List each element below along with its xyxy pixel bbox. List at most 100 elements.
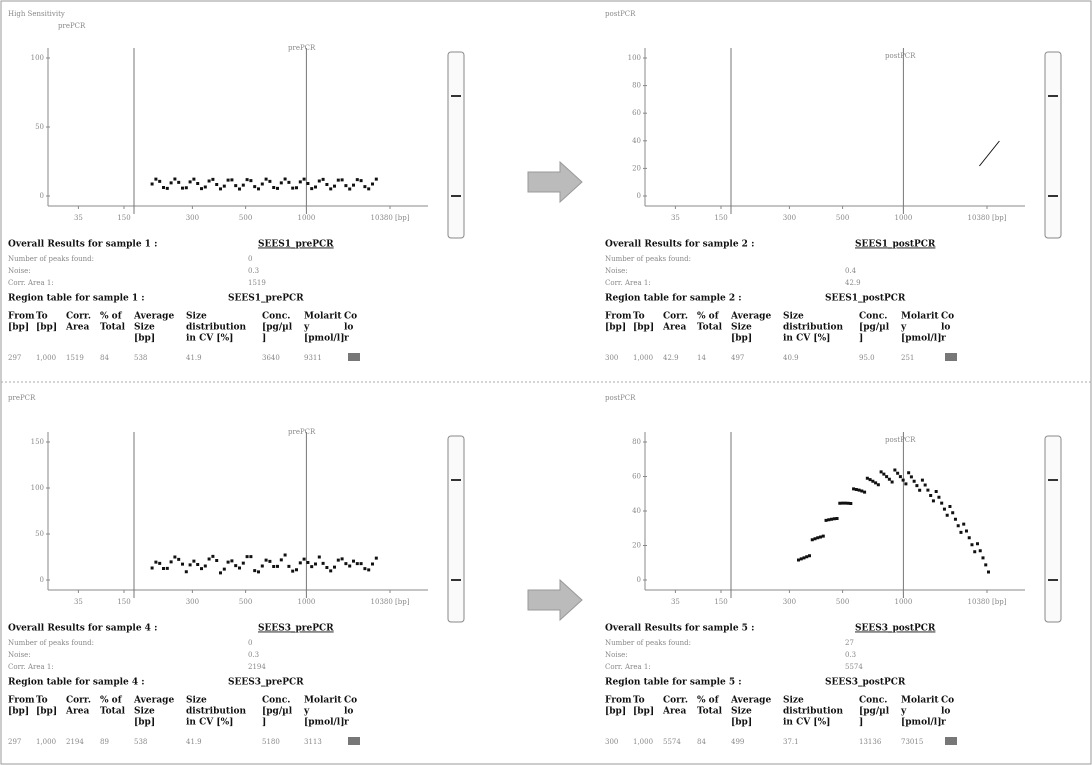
- y-tick-label: 40: [632, 507, 641, 515]
- overall-cell: 0.3: [845, 651, 856, 659]
- table-cell: 89: [100, 738, 109, 746]
- table-header: y: [900, 323, 907, 333]
- y-tick-label: 0: [637, 576, 641, 584]
- table-header: % of: [697, 312, 720, 322]
- table-header: [pg/µl: [262, 323, 293, 333]
- y-tick-label: 80: [632, 82, 641, 90]
- overall-cell: 5574: [845, 663, 863, 671]
- overall-cell: Number of peaks found:: [605, 639, 691, 647]
- x-tick-label: 35: [671, 598, 680, 606]
- region-title: Region table for sample 2 :: [605, 294, 742, 304]
- table-header: Corr.: [66, 312, 91, 322]
- table-header: Corr.: [663, 696, 688, 706]
- x-tick-label: 1000: [894, 598, 912, 606]
- y-tick-label: 40: [632, 137, 641, 145]
- table-header: Size: [134, 323, 155, 333]
- table-header: [bp]: [731, 334, 752, 344]
- table-header: Area: [662, 707, 686, 717]
- table-cell: 300: [605, 354, 618, 362]
- table-header: r: [941, 334, 946, 344]
- x-tick-label: 35: [671, 214, 680, 222]
- table-header: Size: [186, 696, 207, 706]
- table-header: Size: [731, 707, 752, 717]
- table-cell: 297: [8, 738, 21, 746]
- y-tick-label: 60: [632, 109, 641, 117]
- table-header: in CV [%]: [783, 334, 830, 344]
- table-cell: 1,000: [36, 738, 56, 746]
- y-tick-label: 100: [628, 54, 641, 62]
- overall-title: Overall Results for sample 1 :: [8, 240, 157, 250]
- region-sample: SEES1_postPCR: [825, 294, 906, 304]
- table-header: [bp]: [8, 707, 29, 717]
- x-tick-label: 150: [117, 214, 130, 222]
- overall-cell: Corr. Area 1:: [8, 279, 54, 287]
- table-header: y: [900, 707, 907, 717]
- y-tick-label: 100: [31, 54, 44, 62]
- table-header: To: [633, 696, 645, 706]
- table-cell: 13136: [859, 738, 882, 746]
- table-header: lo: [344, 707, 353, 717]
- table-header: Co: [941, 696, 954, 706]
- table-cell: 1,000: [633, 354, 653, 362]
- table-cell: 5180: [262, 738, 280, 746]
- overall-title: Overall Results for sample 5 :: [605, 624, 754, 634]
- table-header: in CV [%]: [186, 718, 233, 728]
- x-tick-label: 300: [186, 214, 199, 222]
- overall-cell: Corr. Area 1:: [605, 279, 651, 287]
- table-header: From: [605, 696, 632, 706]
- region-title: Region table for sample 1 :: [8, 294, 145, 304]
- y-tick-label: 0: [40, 192, 44, 200]
- table-header: Size: [134, 707, 155, 717]
- overall-sample: SEES3_postPCR: [855, 624, 936, 634]
- table-cell: 538: [134, 354, 147, 362]
- table-header: Molarit: [304, 312, 342, 322]
- table-cell: 1,000: [633, 738, 653, 746]
- y-tick-label: 60: [632, 473, 641, 481]
- table-cell: 3113: [304, 738, 322, 746]
- table-header: y: [303, 323, 310, 333]
- region-sample: SEES1_prePCR: [228, 294, 304, 304]
- table-header: Corr.: [66, 696, 91, 706]
- panel-heading: postPCR: [605, 10, 636, 18]
- table-header: Size: [731, 323, 752, 333]
- table-header: Co: [941, 312, 954, 322]
- overall-sample: SEES1_postPCR: [855, 240, 936, 250]
- x-tick-label: 500: [239, 598, 252, 606]
- table-cell: 1,000: [36, 354, 56, 362]
- table-header: Total: [100, 707, 126, 717]
- region-title: Region table for sample 5 :: [605, 678, 742, 688]
- overall-cell: Corr. Area 1:: [8, 663, 54, 671]
- table-cell: 300: [605, 738, 618, 746]
- y-tick-label: 80: [632, 438, 641, 446]
- overall-cell: 0.3: [248, 267, 259, 275]
- table-cell: 42.9: [663, 354, 679, 362]
- table-header: r: [344, 718, 349, 728]
- table-cell: 41.9: [186, 738, 202, 746]
- table-header: Molarit: [901, 696, 939, 706]
- panel-heading: prePCR: [8, 394, 36, 402]
- table-cell: 2194: [66, 738, 84, 746]
- x-tick-label: 35: [74, 214, 83, 222]
- region-title: Region table for sample 4 :: [8, 678, 145, 688]
- gel-lane: [1045, 436, 1061, 622]
- table-cell: 73015: [901, 738, 923, 746]
- table-header: To: [633, 312, 645, 322]
- panel-heading: High Sensitivity: [8, 10, 65, 18]
- table-header: [pg/µl: [859, 707, 890, 717]
- overall-cell: 0: [248, 639, 252, 647]
- overall-cell: 0.4: [845, 267, 857, 275]
- table-header: [bp]: [134, 718, 155, 728]
- table-header: Corr.: [663, 312, 688, 322]
- region-sample: SEES3_postPCR: [825, 678, 906, 688]
- table-cell: 40.9: [783, 354, 799, 362]
- overall-sample: SEES3_prePCR: [258, 624, 334, 634]
- table-header: [bp]: [8, 323, 29, 333]
- table-header: Total: [697, 323, 723, 333]
- table-header: Co: [344, 696, 357, 706]
- x-tick-label: 10380 [bp]: [968, 598, 1007, 606]
- table-cell: 37.1: [783, 738, 799, 746]
- x-tick-label: 300: [783, 214, 796, 222]
- x-tick-label: 150: [714, 214, 727, 222]
- overall-cell: Noise:: [605, 267, 628, 275]
- x-tick-label: 35: [74, 598, 83, 606]
